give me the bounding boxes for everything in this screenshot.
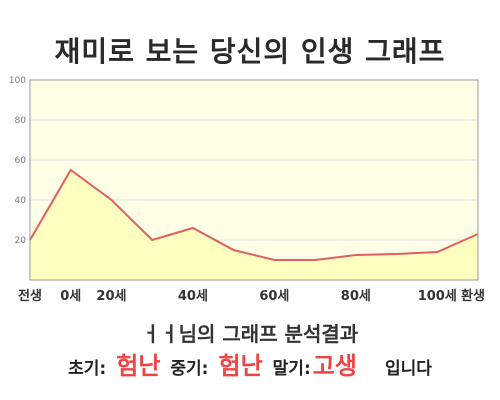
x-tick-label: 전생 xyxy=(18,288,42,304)
life-area-fill xyxy=(30,170,478,280)
analysis-summary: ㅓㅓ님의 그래프 분석결과 xyxy=(141,322,359,346)
mid-label: 중기: xyxy=(170,359,209,379)
y-axis-ticks: 20 40 60 80 100 xyxy=(9,76,26,246)
x-tick-label: 100세 xyxy=(418,289,457,304)
y-tick-label: 20 xyxy=(15,236,27,246)
y-tick-label: 80 xyxy=(15,116,27,126)
x-tick-label: 0세 xyxy=(60,289,81,304)
x-axis-ticks: 전생 0세 20세 40세 60세 80세 100세 환생 xyxy=(18,288,485,304)
x-tick-label: 40세 xyxy=(178,289,208,304)
early-value: 험난 xyxy=(116,352,161,380)
y-tick-label: 40 xyxy=(15,196,27,206)
plot-frame xyxy=(29,79,479,281)
life-line xyxy=(29,168,479,261)
page-title: 재미로 보는 당신의 인생 그래프 xyxy=(54,35,446,68)
y-tick-label: 60 xyxy=(15,156,27,166)
y-tick-label: 100 xyxy=(9,76,26,86)
mid-value: 험난 xyxy=(218,352,263,380)
early-label: 초기: xyxy=(68,359,107,379)
late-value: 고생 xyxy=(312,352,357,380)
x-tick-label: 80세 xyxy=(341,289,371,304)
analysis-result: 초기: 험난 중기: 험난 말기: 고생 입니다 xyxy=(0,346,500,381)
late-label: 말기: xyxy=(272,359,311,379)
x-tick-label: 환생 xyxy=(461,288,485,304)
life-graph-chart: 20 40 60 80 100 전생 0세 20세 40세 60세 80세 100세 환생 xyxy=(9,76,485,304)
result-tail: 입니다 xyxy=(384,359,432,379)
x-tick-label: 20세 xyxy=(96,289,126,304)
x-tick-label: 60세 xyxy=(259,289,289,304)
